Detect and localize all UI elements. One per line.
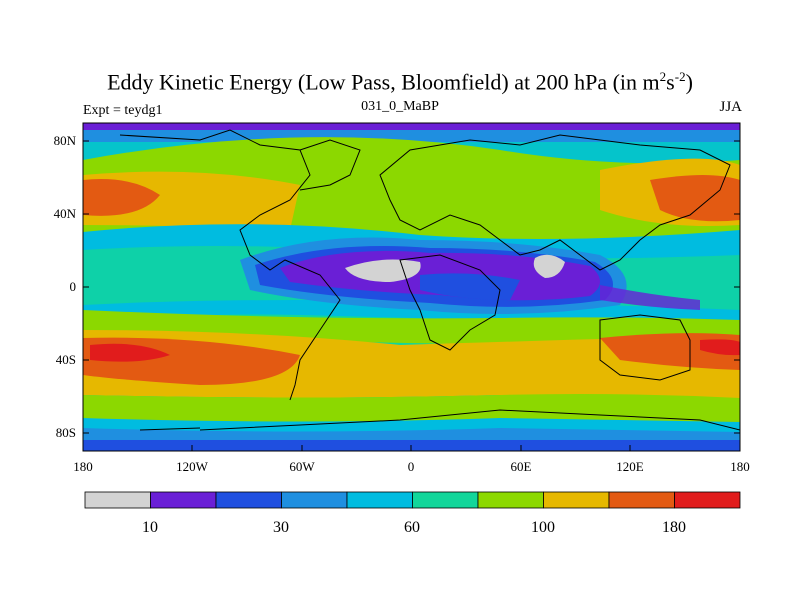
coastlines <box>119 129 740 431</box>
colorbar-swatch-2 <box>215 491 282 509</box>
colorbar-swatch-7 <box>543 491 610 509</box>
lon-label-120w: 120W <box>176 459 208 474</box>
lon-label-180e: 180 <box>730 459 750 474</box>
colorbar-label-180: 180 <box>662 519 686 536</box>
colorbar-swatch-8 <box>608 491 675 509</box>
colorbar-swatch-1 <box>150 491 217 509</box>
eke-field <box>83 123 740 451</box>
lat-label-40n: 40N <box>53 206 76 221</box>
map-title: Eddy Kinetic Energy (Low Pass, Bloomfiel… <box>107 69 693 95</box>
lat-label-40s: 40S <box>55 352 76 367</box>
colorbar <box>84 491 741 509</box>
experiment-label: Expt = teydg1 <box>83 103 163 118</box>
colorbar-swatch-5 <box>412 491 479 509</box>
lon-label-120e: 120E <box>616 459 644 474</box>
colorbar-swatch-6 <box>477 491 544 509</box>
colorbar-swatch-9 <box>674 491 741 509</box>
lon-label-180w: 180 <box>73 459 93 474</box>
lon-label-60e: 60E <box>510 459 532 474</box>
colorbar-label-60: 60 <box>404 519 420 536</box>
lat-label-0: 0 <box>69 279 77 294</box>
colorbar-label-30: 30 <box>273 519 289 536</box>
run-label: 031_0_MaBP <box>361 99 439 114</box>
colorbar-swatch-3 <box>281 491 348 509</box>
lon-label-60w: 60W <box>289 459 315 474</box>
axis-ticks <box>83 140 740 451</box>
colorbar-swatch-0 <box>84 491 151 509</box>
colorbar-label-10: 10 <box>142 519 158 536</box>
lon-label-0: 0 <box>407 459 415 474</box>
lat-label-80s: 80S <box>55 425 76 440</box>
lat-label-80n: 80N <box>53 133 76 148</box>
season-label: JJA <box>719 99 742 115</box>
colorbar-swatch-4 <box>346 491 413 509</box>
colorbar-label-100: 100 <box>531 519 555 536</box>
